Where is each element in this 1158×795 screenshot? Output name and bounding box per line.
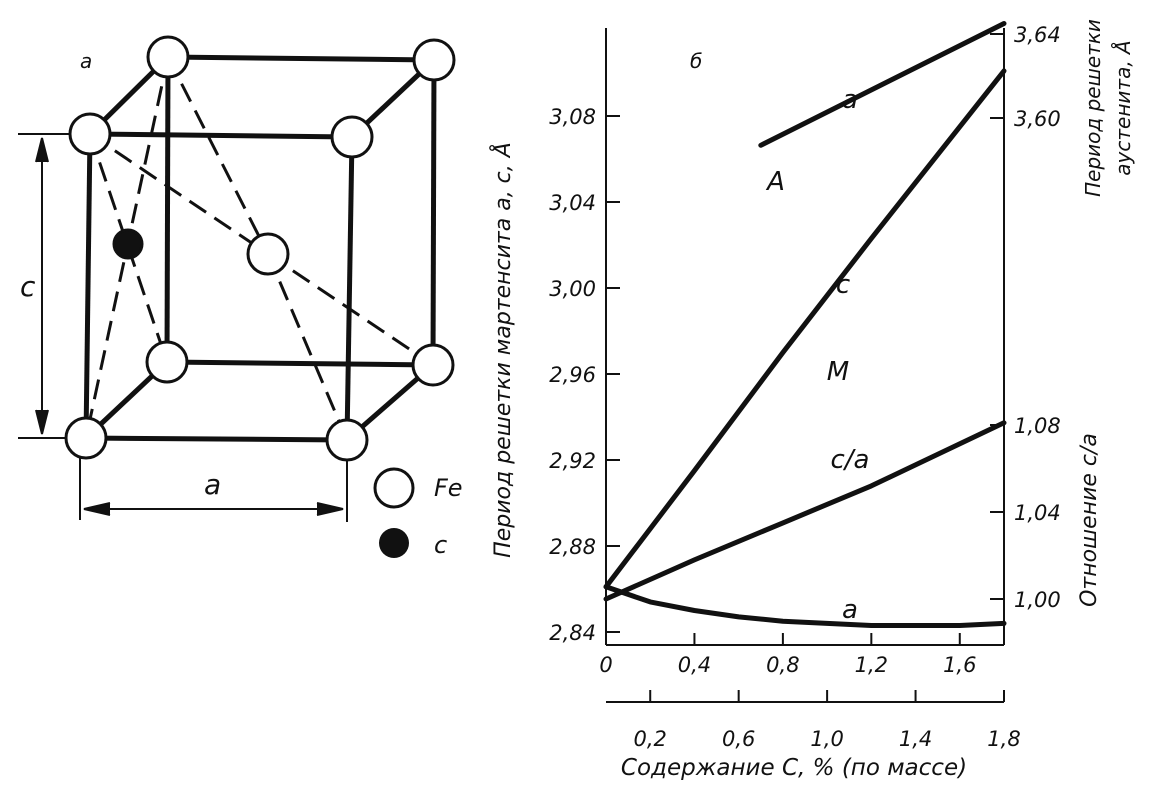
lattice-legend: Fe c — [373, 467, 463, 559]
dash-center-to-bottom — [266, 253, 349, 441]
y-right-bottom-axis-title: Отношение c/a — [1077, 433, 1102, 607]
series-line-2 — [603, 68, 1007, 590]
legend-fe-label: Fe — [434, 474, 463, 502]
x-bottom-tick-label: 0,6 — [722, 727, 755, 751]
dim-a-arrow-right-icon — [316, 502, 344, 516]
x-top-tick-label: 1,6 — [943, 653, 976, 677]
edge-back-left-vertical — [164, 56, 171, 363]
y-right-top-tick-label: 3,60 — [1014, 107, 1061, 131]
dim-a-arrow-left-icon — [83, 502, 111, 516]
y-left-tick-label: 3,04 — [549, 191, 596, 215]
lattice-atoms — [64, 35, 456, 462]
fe-atom — [64, 416, 108, 460]
series-annotation: a — [842, 595, 858, 625]
y-right-top-tick-label: 3,64 — [1014, 23, 1061, 47]
legend-fe-icon — [373, 467, 415, 509]
dim-a-label: a — [204, 468, 221, 501]
fe-atom — [145, 340, 189, 384]
y-left-tick-label: 3,00 — [549, 277, 596, 301]
dimension-a — [79, 455, 348, 522]
plot-frame — [605, 28, 1005, 703]
dash-front-to-center — [89, 132, 269, 256]
dimension-c — [18, 133, 75, 439]
edge-front-bottom — [85, 435, 348, 443]
x-axis-title: Содержание C, % (по массе) — [621, 755, 967, 781]
y-left-tick-label: 2,84 — [549, 621, 596, 645]
x-bottom-tick-label: 1,4 — [899, 727, 932, 751]
y-left-tick-label: 3,08 — [549, 105, 596, 129]
x-top-tick-label: 0,8 — [766, 653, 799, 677]
edge-back-bottom — [166, 359, 434, 368]
series-line-3 — [603, 420, 1007, 602]
series-annotation: a — [842, 85, 858, 115]
x-top-tick-label: 0,4 — [678, 653, 711, 677]
carbon-atom — [112, 228, 144, 260]
dim-c-arrow-up-icon — [35, 137, 49, 163]
series-layer: a Ac Mc/a a — [603, 21, 1007, 628]
dim-c-label: c — [20, 270, 36, 303]
fe-atom — [68, 112, 112, 156]
series-line-4 — [603, 584, 1007, 628]
fe-atom — [146, 35, 190, 79]
y-left-tick-label: 2,88 — [549, 535, 596, 559]
fe-atom — [330, 115, 374, 159]
x-top-tick-label: 0 — [599, 653, 612, 677]
edge-front-right-vertical — [344, 136, 355, 441]
fe-atom-center — [246, 232, 290, 276]
series-annotation: c — [836, 270, 850, 300]
legend-carbon-label: c — [434, 531, 447, 559]
legend-carbon-icon — [379, 528, 409, 558]
chart-panel: б 2,84 2,88 2,92 2,96 3,00 3,04 3,08 3,60 3,64 1,… — [489, 19, 1135, 781]
y-right-top-axis-title-line2: аустенита, Å — [1111, 40, 1135, 175]
panel-a-label: a — [80, 49, 92, 73]
dim-c-arrow-down-icon — [35, 409, 49, 435]
edge-front-left-vertical — [83, 133, 93, 439]
series-annotation: A — [765, 167, 785, 197]
y-left-axis-title: Период решетки мартенсита a, c, Å — [489, 142, 516, 558]
fe-atom — [325, 418, 369, 462]
y-right-bottom-tick-label: 1,00 — [1014, 588, 1061, 612]
lattice-panel: a — [18, 35, 463, 559]
x-top-tick-label: 1,2 — [855, 653, 888, 677]
series-annotation: M — [827, 357, 849, 387]
y-right-bottom-tick-label: 1,04 — [1014, 501, 1061, 525]
edge-front-top — [89, 131, 353, 140]
panel-b-label: б — [690, 49, 702, 73]
series-annotation: c/a — [831, 445, 870, 475]
x-bottom-tick-label: 0,2 — [634, 727, 667, 751]
x-bottom-tick-label: 1,0 — [810, 727, 843, 751]
x-bottom-tick-label: 1,8 — [987, 727, 1020, 751]
axes-layer: 2,842,882,922,963,003,043,08 3,603,641,00… — [549, 23, 1061, 751]
y-right-bottom-tick-label: 1,08 — [1014, 414, 1061, 438]
dash-top-to-center — [166, 56, 270, 255]
fe-atom — [412, 38, 456, 82]
dash-center-to-back — [267, 252, 434, 367]
y-right-top-axis-title-line1: Период решетки — [1081, 19, 1105, 197]
edge-back-top — [167, 54, 435, 63]
fe-atom — [411, 343, 455, 387]
y-left-tick-label: 2,92 — [549, 449, 596, 473]
edge-back-right-vertical — [430, 59, 437, 366]
y-left-tick-label: 2,96 — [549, 363, 596, 387]
series-line-1 — [758, 21, 1007, 148]
